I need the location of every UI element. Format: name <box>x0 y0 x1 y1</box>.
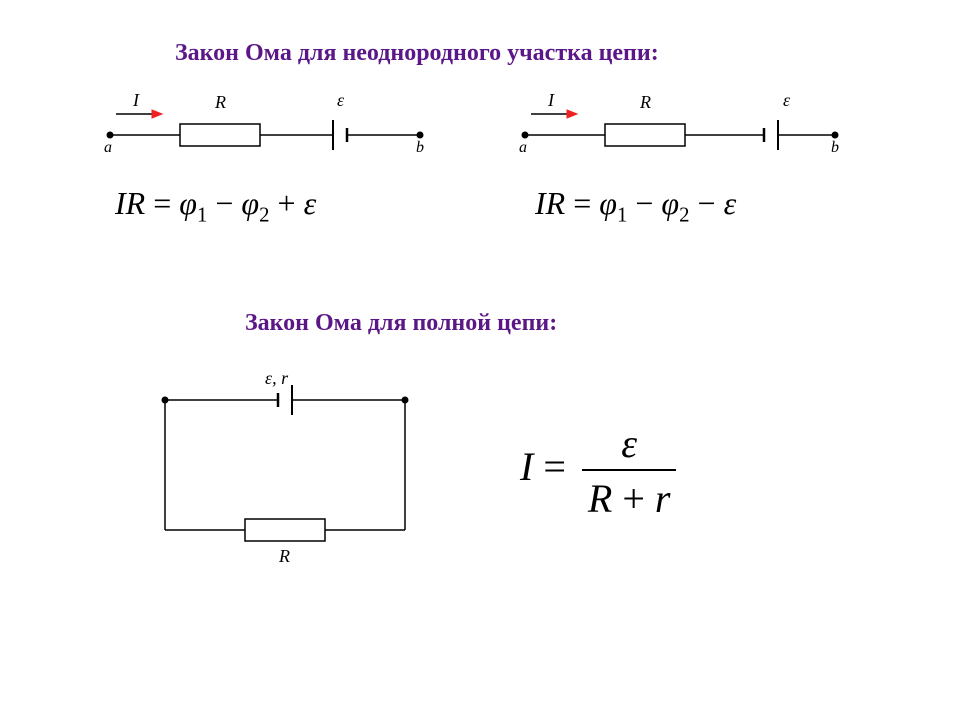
svg-text:a: a <box>104 139 112 156</box>
svg-text:R: R <box>278 546 290 566</box>
circuit-branch-right: a b I Rε <box>515 90 845 160</box>
circuit-full: ε, r R <box>145 370 425 580</box>
title-full-circuit: Закон Ома для полной цепи: <box>245 310 557 337</box>
svg-text:R: R <box>639 92 651 112</box>
svg-text:ε: ε <box>783 90 791 110</box>
svg-text:I: I <box>132 90 140 110</box>
formula-full-circuit: I = εR + r <box>520 420 682 522</box>
circuit-branch-left: a b I Rε <box>100 90 430 160</box>
svg-text:ε: ε <box>337 90 345 110</box>
svg-text:R: R <box>214 92 226 112</box>
title-nonuniform: Закон Ома для неоднородного участка цепи… <box>175 40 659 67</box>
formula-plus-eps: IR = φ1 − φ2 + ε <box>115 185 316 227</box>
svg-text:a: a <box>519 139 527 156</box>
page-root: { "titles": { "t1": { "text": "Закон Ома… <box>0 0 960 720</box>
svg-text:I: I <box>547 90 555 110</box>
formula-minus-eps: IR = φ1 − φ2 − ε <box>535 185 736 227</box>
svg-text:ε, r: ε, r <box>265 368 289 388</box>
svg-text:b: b <box>831 139 839 156</box>
svg-text:b: b <box>416 139 424 156</box>
